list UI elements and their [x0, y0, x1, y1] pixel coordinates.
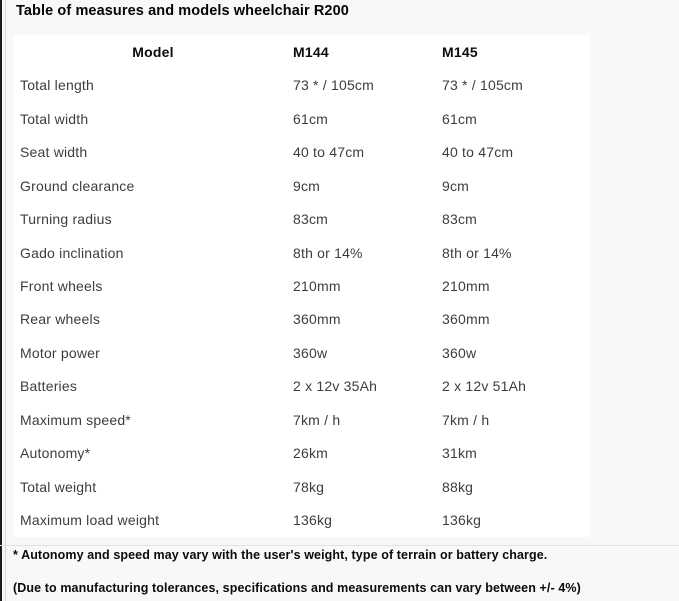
spec-value-m145: 360w — [442, 344, 477, 361]
column-header-m145: M145 — [442, 43, 478, 60]
spec-value-m144: 61cm — [293, 110, 329, 127]
spec-value-m145: 73 * / 105cm — [442, 77, 523, 94]
spec-value-m144: 9cm — [293, 177, 321, 194]
spec-label: Ground clearance — [20, 177, 135, 194]
spec-value-m144: 83cm — [293, 211, 329, 228]
table-header-row: Model M144 M145 — [13, 35, 590, 68]
page-inner-rule — [5, 0, 6, 601]
spec-label: Maximum load weight — [20, 512, 160, 529]
spec-table: Model M144 M145 Total length 73 * / 105cm… — [13, 35, 590, 537]
spec-label: Gado inclination — [20, 244, 124, 261]
spec-value-m145: 136kg — [442, 512, 482, 529]
table-row: Maximum load weight 136kg 136kg — [13, 504, 590, 537]
column-header-model: Model — [132, 43, 174, 60]
spec-label: Motor power — [20, 344, 101, 361]
footnote-tolerances: (Due to manufacturing tolerances, specif… — [13, 581, 581, 595]
page-title: Table of measures and models wheelchair … — [16, 3, 349, 19]
spec-value-m145: 360mm — [442, 311, 490, 328]
spec-value-m144: 78kg — [293, 478, 325, 495]
column-header-m144: M144 — [293, 43, 329, 60]
table-row: Autonomy* 26km 31km — [13, 437, 590, 470]
spec-value-m144: 2 x 12v 35Ah — [293, 378, 378, 395]
table-row: Total width 61cm 61cm — [13, 102, 590, 135]
spec-value-m145: 8th or 14% — [442, 244, 512, 261]
spec-label: Turning radius — [20, 211, 112, 228]
table-row: Front wheels 210mm 210mm — [13, 269, 590, 302]
spec-value-m144: 73 * / 105cm — [293, 77, 374, 94]
table-row: Maximum speed* 7km / h 7km / h — [13, 403, 590, 436]
spec-label: Front wheels — [20, 277, 103, 294]
table-row: Rear wheels 360mm 360mm — [13, 303, 590, 336]
spec-value-m145: 83cm — [442, 211, 478, 228]
table-row: Seat width 40 to 47cm 40 to 47cm — [13, 135, 590, 168]
spec-label: Autonomy* — [20, 445, 91, 462]
spec-value-m145: 7km / h — [442, 411, 490, 428]
spec-value-m145: 61cm — [442, 110, 478, 127]
table-row: Gado inclination 8th or 14% 8th or 14% — [13, 236, 590, 269]
spec-value-m145: 88kg — [442, 478, 474, 495]
spec-label: Total length — [20, 77, 95, 94]
spec-value-m144: 360mm — [293, 311, 341, 328]
spec-value-m144: 136kg — [293, 512, 333, 529]
page-left-border — [0, 0, 2, 601]
spec-value-m145: 31km — [442, 445, 478, 462]
spec-value-m144: 7km / h — [293, 411, 341, 428]
spec-value-m144: 26km — [293, 445, 329, 462]
table-row: Batteries 2 x 12v 35Ah 2 x 12v 51Ah — [13, 370, 590, 403]
spec-value-m145: 9cm — [442, 177, 470, 194]
spec-value-m144: 210mm — [293, 277, 341, 294]
table-row: Total length 73 * / 105cm 73 * / 105cm — [13, 68, 590, 101]
spec-value-m144: 40 to 47cm — [293, 144, 365, 161]
spec-label: Rear wheels — [20, 311, 101, 328]
spec-value-m145: 40 to 47cm — [442, 144, 514, 161]
spec-label: Maximum speed* — [20, 411, 131, 428]
table-row: Turning radius 83cm 83cm — [13, 202, 590, 235]
spec-label: Seat width — [20, 144, 88, 161]
spec-label: Total weight — [20, 478, 97, 495]
spec-value-m144: 8th or 14% — [293, 244, 363, 261]
footer-divider — [0, 545, 679, 546]
table-row: Ground clearance 9cm 9cm — [13, 169, 590, 202]
spec-table-body: Total length 73 * / 105cm 73 * / 105cm Tota… — [13, 68, 590, 537]
spec-label: Batteries — [20, 378, 78, 395]
table-row: Total weight 78kg 88kg — [13, 470, 590, 503]
spec-value-m145: 2 x 12v 51Ah — [442, 378, 527, 395]
footnote-autonomy-speed: * Autonomy and speed may vary with the u… — [13, 548, 548, 562]
table-row: Motor power 360w 360w — [13, 336, 590, 369]
spec-label: Total width — [20, 110, 89, 127]
spec-value-m145: 210mm — [442, 277, 490, 294]
spec-value-m144: 360w — [293, 344, 328, 361]
